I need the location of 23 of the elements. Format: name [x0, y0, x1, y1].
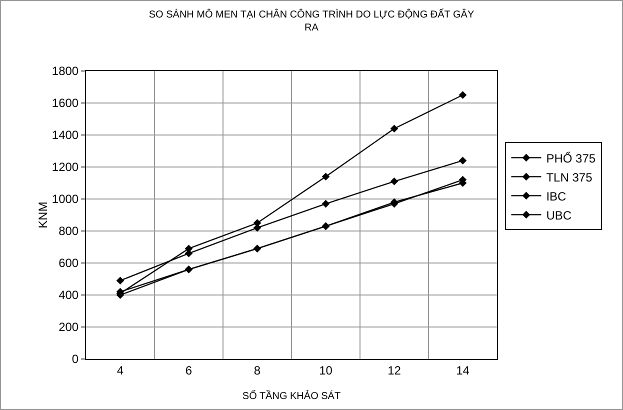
y-axis-title: KNM [36, 202, 50, 228]
x-tick-label: 6 [185, 363, 192, 378]
x-tick-label: 10 [319, 363, 333, 378]
y-tick-label: 200 [58, 320, 79, 334]
x-tick-label: 14 [456, 363, 470, 378]
legend-label: UBC [546, 208, 572, 222]
x-tick-label: 8 [254, 363, 261, 378]
chart-title: SO SÁNH MÔ MEN TẠI CHÂN CÔNG TRÌNH DO LỰC ĐỘNG ĐẤT GÂY RA [148, 8, 474, 34]
x-tick-label: 4 [116, 363, 124, 378]
legend-label: TLN 375 [546, 170, 593, 184]
y-tick-label: 1200 [52, 160, 79, 174]
y-tick-label: 800 [58, 224, 79, 238]
legend-label: PHỔ 375 [546, 151, 596, 166]
x-axis-title: SỐ TẦNG KHẢO SÁT [242, 390, 341, 402]
y-tick-label: 1400 [52, 128, 79, 142]
y-tick-label: 600 [58, 256, 79, 270]
y-tick-label: 1600 [52, 96, 79, 110]
x-tick-label: 12 [388, 363, 402, 378]
y-tick-label: 1000 [52, 192, 79, 206]
y-tick-label: 400 [58, 288, 79, 302]
legend-label: IBC [546, 189, 567, 204]
y-tick-label: 0 [72, 352, 79, 366]
y-tick-label: 1800 [52, 64, 79, 78]
